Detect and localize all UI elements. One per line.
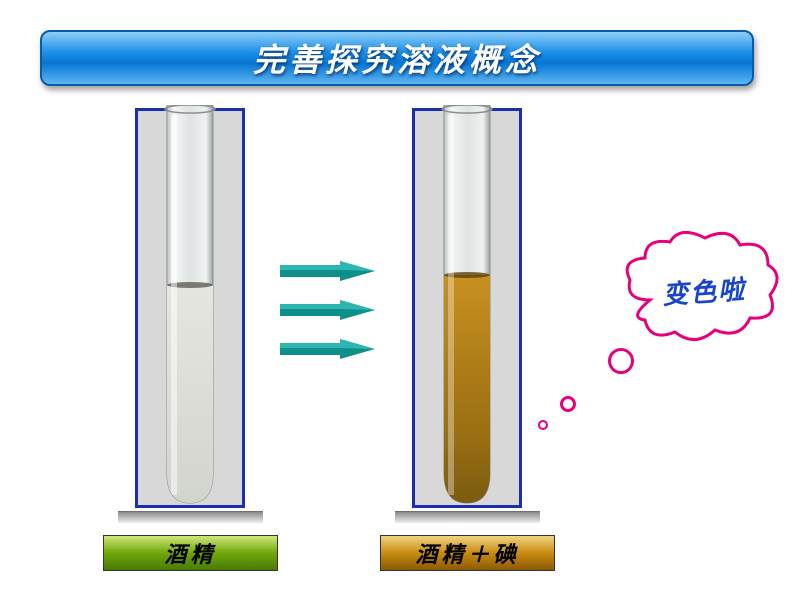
title-text: 完善探究溶液概念 <box>253 35 541 81</box>
test-tube-alcohol-iodine <box>436 105 498 509</box>
label-alcohol-iodine: 酒精＋碘 <box>380 535 555 571</box>
title-bar: 完善探究溶液概念 <box>40 30 754 86</box>
arrow-icon <box>280 339 375 359</box>
tube-frame-right <box>412 108 522 508</box>
arrow-icon <box>280 261 375 281</box>
label-alcohol: 酒精 <box>103 535 278 571</box>
tube-svg-right <box>436 105 498 509</box>
label-alcohol-iodine-text: 酒精＋碘 <box>415 537 519 569</box>
tube-frame-left <box>135 108 245 508</box>
bubble-small-icon <box>538 420 548 430</box>
label-alcohol-text: 酒精 <box>164 537 216 569</box>
base-shadow-right <box>395 511 540 523</box>
test-tube-alcohol <box>159 105 221 509</box>
bubble-medium-icon <box>560 396 576 412</box>
base-shadow-left <box>118 511 263 523</box>
transition-arrows <box>280 254 380 371</box>
bubble-large-icon <box>608 348 634 374</box>
arrow-icon <box>280 300 375 320</box>
tube-svg-left <box>159 105 221 509</box>
